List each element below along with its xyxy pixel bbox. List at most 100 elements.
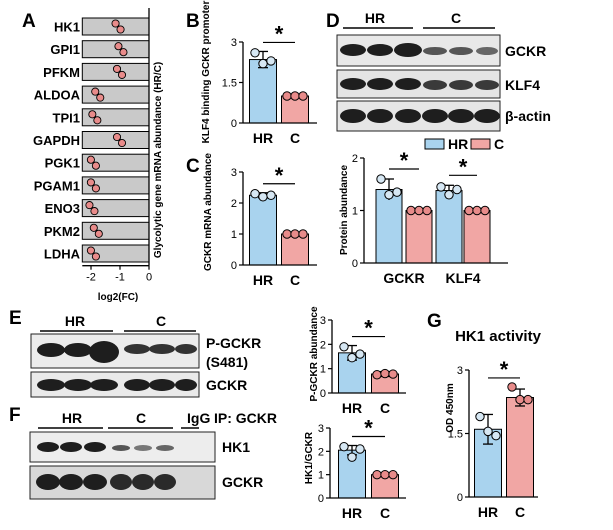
bar-c	[506, 397, 534, 498]
category-label: HR	[253, 130, 273, 146]
legend-swatch-hr	[424, 138, 445, 150]
data-point	[282, 91, 292, 101]
panel-a-ylabel: Glycolytic gene mRNA abundance (HR/C)	[153, 62, 164, 258]
panel-label-e: E	[9, 308, 22, 329]
gene-label: PGK1	[45, 156, 80, 171]
band	[448, 109, 474, 123]
band	[423, 47, 447, 55]
data-point	[472, 205, 482, 216]
band	[149, 379, 175, 391]
data-point	[380, 368, 390, 379]
band	[37, 379, 65, 391]
band	[149, 344, 175, 354]
band	[340, 109, 366, 123]
y-tick-label: 0	[352, 258, 358, 270]
data-point	[436, 182, 446, 192]
band	[156, 445, 174, 451]
y-tick-label: 1	[352, 206, 358, 218]
data-point	[372, 370, 382, 380]
band	[367, 78, 393, 90]
band	[112, 445, 130, 451]
panel-c-chart: HR C 0 1 2 3 *	[231, 163, 317, 288]
category-label: C	[515, 504, 525, 520]
category-label: HR	[342, 400, 362, 416]
blot-d-strips	[336, 34, 501, 132]
bar-c-klf4	[463, 210, 491, 264]
panel-d-chart: GCKR * KLF4 * 0 1 2	[352, 148, 508, 286]
data-point	[464, 205, 474, 216]
band	[340, 78, 366, 90]
data-point	[86, 246, 95, 255]
data-point	[258, 58, 268, 69]
data-point	[112, 132, 122, 142]
panel-label-g: G	[427, 311, 442, 332]
legend-d: HR C	[424, 136, 504, 152]
data-point	[406, 205, 416, 216]
blot-f-group-hr: HR	[62, 410, 82, 426]
category-label: C	[290, 272, 300, 288]
blot-e-row-site: (S481)	[206, 354, 248, 370]
data-point	[339, 441, 349, 452]
blot-e-strips	[30, 333, 200, 398]
y-tick-label: 3	[318, 423, 324, 435]
data-point	[444, 190, 454, 200]
panel-label-b: B	[186, 11, 200, 32]
y-tick-label: 1	[320, 364, 326, 376]
sig-star: *	[275, 163, 284, 188]
gene-label: TPI1	[53, 110, 80, 125]
data-point	[290, 91, 300, 101]
bar-gpi1	[81, 40, 150, 59]
data-point	[515, 394, 525, 405]
group-label: KLF4	[446, 270, 481, 286]
band	[83, 474, 107, 490]
band	[37, 343, 65, 357]
data-point	[298, 91, 308, 101]
data-point	[91, 87, 100, 96]
y-tick-label: 0	[320, 388, 326, 400]
band	[132, 474, 154, 490]
gene-label: ALDOA	[34, 88, 81, 103]
data-point	[86, 155, 95, 164]
y-tick-label: 3	[320, 315, 326, 327]
group-label: GCKR	[383, 270, 424, 286]
data-point	[117, 70, 127, 79]
band	[89, 341, 119, 363]
data-point	[96, 93, 105, 102]
data-point	[91, 252, 100, 261]
panel-label-f: F	[9, 405, 21, 426]
blot-d-group-hr: HR	[365, 10, 385, 26]
data-point	[388, 369, 398, 379]
gene-label: PGAM1	[34, 178, 80, 193]
blot-e-group-hr: HR	[65, 313, 85, 329]
gene-label: HK1	[54, 20, 80, 35]
panel-g-ylabel: OD 450nm	[445, 383, 456, 433]
gene-label: LDHA	[44, 247, 81, 262]
gene-label: ENO3	[45, 201, 80, 216]
band	[124, 379, 150, 391]
gene-label: PKM2	[44, 224, 80, 239]
y-tick-label: 0	[231, 260, 237, 272]
data-point	[282, 229, 292, 239]
data-point	[355, 444, 365, 454]
blot-e-group-c: C	[156, 313, 166, 329]
legend-swatch-c	[470, 138, 491, 150]
gene-label: PFKM	[43, 65, 80, 80]
data-point	[414, 205, 424, 216]
blot-e-row-gckr: GCKR	[206, 377, 247, 393]
y-tick-label: 3	[231, 167, 237, 179]
blot-f-group-c: C	[136, 410, 146, 426]
data-point	[347, 353, 357, 363]
band	[449, 47, 473, 55]
blot-d-group-c: C	[451, 10, 461, 26]
sig-star: *	[275, 21, 284, 46]
y-tick-label: 2	[231, 198, 237, 210]
panel-b-ylabel: KLF4 binding GCKR promoter	[201, 1, 212, 144]
y-tick-label: 0	[318, 493, 324, 505]
band	[340, 44, 366, 56]
blot-d-row-klf4: KLF4	[505, 77, 540, 93]
panel-a-chart: HK1 GPI1 PFKM ALDOA TPI1 GAPDH PGK1 PGAM1 ENO3 PK…	[33, 8, 152, 284]
gene-label: GAPDH	[33, 133, 80, 148]
data-point	[112, 64, 122, 73]
sig-star: *	[400, 148, 409, 173]
data-point	[117, 138, 127, 148]
